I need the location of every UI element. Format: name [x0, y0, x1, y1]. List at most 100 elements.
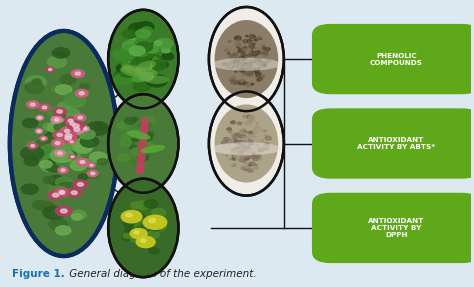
Circle shape [66, 96, 85, 107]
Circle shape [137, 210, 152, 219]
Circle shape [142, 42, 155, 51]
Circle shape [247, 141, 251, 144]
Circle shape [241, 144, 247, 148]
Circle shape [65, 153, 81, 162]
Circle shape [238, 63, 242, 66]
Circle shape [60, 133, 76, 143]
Circle shape [244, 144, 248, 146]
Circle shape [243, 59, 246, 61]
Circle shape [75, 72, 81, 75]
Circle shape [150, 60, 166, 70]
Circle shape [61, 169, 65, 171]
Circle shape [67, 188, 82, 197]
Circle shape [256, 62, 262, 65]
Circle shape [55, 206, 72, 216]
Circle shape [66, 143, 81, 152]
Circle shape [246, 58, 248, 60]
Circle shape [243, 58, 248, 61]
Circle shape [257, 134, 259, 135]
Circle shape [234, 133, 238, 136]
Circle shape [231, 149, 235, 151]
Circle shape [239, 69, 245, 72]
Circle shape [264, 143, 269, 146]
Circle shape [53, 108, 66, 116]
Circle shape [256, 140, 259, 142]
Circle shape [243, 144, 246, 145]
Ellipse shape [108, 94, 178, 193]
Circle shape [53, 131, 66, 139]
Ellipse shape [137, 67, 158, 77]
Circle shape [80, 160, 85, 164]
Circle shape [127, 139, 135, 144]
Circle shape [243, 138, 248, 141]
Circle shape [228, 158, 231, 160]
Circle shape [24, 157, 38, 166]
Circle shape [257, 46, 262, 49]
Circle shape [245, 121, 251, 125]
Circle shape [228, 131, 231, 133]
Circle shape [246, 65, 249, 66]
Circle shape [233, 140, 237, 142]
Circle shape [250, 47, 254, 49]
Circle shape [141, 134, 152, 141]
Circle shape [125, 227, 134, 233]
Circle shape [137, 159, 145, 163]
Circle shape [135, 63, 147, 71]
Circle shape [234, 139, 237, 141]
Circle shape [36, 129, 43, 133]
Circle shape [244, 164, 250, 168]
Circle shape [154, 41, 162, 45]
Circle shape [248, 41, 252, 43]
Circle shape [91, 154, 103, 161]
Circle shape [143, 55, 162, 66]
Ellipse shape [127, 131, 151, 139]
Circle shape [241, 58, 243, 59]
Circle shape [52, 48, 70, 58]
Circle shape [122, 233, 134, 240]
Circle shape [244, 135, 247, 137]
Circle shape [73, 115, 82, 121]
Circle shape [122, 41, 139, 51]
Circle shape [64, 129, 70, 133]
Circle shape [122, 30, 137, 38]
Circle shape [61, 108, 80, 119]
FancyArrow shape [137, 119, 148, 173]
Circle shape [263, 146, 264, 147]
Circle shape [232, 137, 236, 140]
Circle shape [264, 65, 266, 66]
Circle shape [58, 129, 71, 137]
Circle shape [70, 161, 87, 170]
Circle shape [253, 146, 258, 149]
Circle shape [71, 191, 77, 195]
Circle shape [255, 121, 258, 123]
Circle shape [238, 143, 244, 146]
Circle shape [65, 136, 72, 140]
Circle shape [263, 130, 266, 132]
Ellipse shape [209, 92, 284, 195]
Circle shape [254, 68, 260, 72]
Circle shape [241, 166, 246, 169]
Circle shape [116, 63, 134, 74]
Circle shape [239, 144, 244, 147]
Circle shape [27, 101, 39, 108]
Circle shape [26, 141, 44, 152]
Circle shape [75, 89, 88, 97]
Circle shape [257, 146, 260, 148]
Circle shape [228, 139, 234, 142]
Circle shape [234, 159, 236, 160]
Circle shape [231, 77, 236, 79]
Circle shape [71, 156, 74, 158]
Circle shape [55, 85, 72, 95]
Circle shape [240, 158, 246, 162]
Circle shape [156, 38, 173, 49]
Circle shape [242, 71, 247, 74]
Circle shape [138, 146, 149, 153]
Circle shape [241, 129, 244, 131]
Circle shape [241, 54, 247, 57]
Circle shape [55, 118, 59, 121]
Circle shape [248, 136, 251, 138]
Circle shape [126, 228, 136, 234]
Circle shape [262, 53, 268, 57]
Circle shape [260, 71, 262, 72]
Circle shape [142, 141, 151, 146]
